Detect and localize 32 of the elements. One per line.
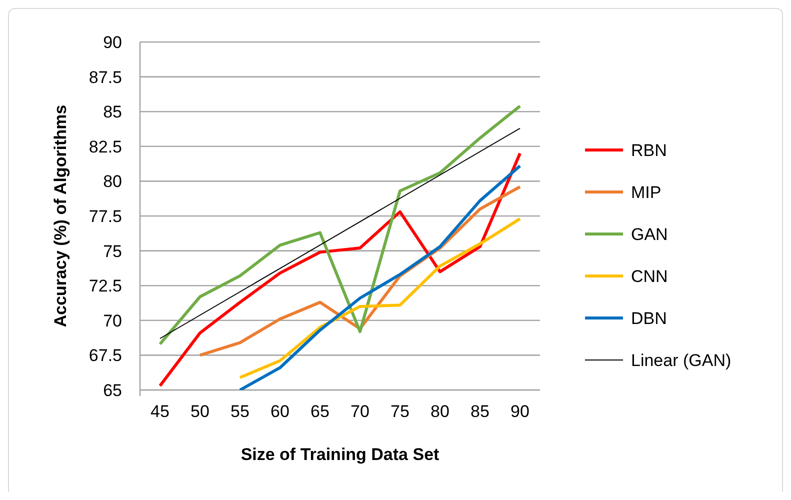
x-tick-label: 80 <box>430 402 450 421</box>
y-tick-label: 65 <box>103 380 122 400</box>
y-tick-label: 67.5 <box>88 346 122 366</box>
line-series <box>238 164 522 390</box>
x-tick-label: 85 <box>470 402 490 421</box>
legend-label: Linear (GAN) <box>631 350 732 370</box>
legend-label: CNN <box>631 266 668 286</box>
y-tick-label: 75 <box>103 242 122 261</box>
legend-label: GAN <box>631 224 668 244</box>
x-tick-label: 70 <box>350 402 370 421</box>
x-tick-label: 75 <box>390 402 410 421</box>
y-tick-label: 87.5 <box>88 68 122 87</box>
y-tick-label: 82.5 <box>88 137 122 156</box>
legend-label: DBN <box>631 308 667 328</box>
line-series <box>238 217 522 379</box>
y-axis-title: Accuracy (%) of Algorithms <box>51 104 70 328</box>
y-tick-label: 70 <box>103 311 122 330</box>
x-tick-label: 45 <box>150 402 170 421</box>
line-series <box>158 152 522 388</box>
x-tick-label: 65 <box>310 402 330 421</box>
y-tick-label: 80 <box>103 172 122 192</box>
legend-label: RBN <box>631 140 667 160</box>
x-tick-label: 50 <box>190 402 210 421</box>
x-tick-label: 55 <box>230 402 250 421</box>
y-tick-label: 90 <box>103 32 122 52</box>
y-tick-label: 77.5 <box>88 206 122 226</box>
y-tick-label: 85 <box>103 102 122 122</box>
x-tick-label: 90 <box>510 402 530 421</box>
x-axis-title: Size of Training Data Set <box>240 445 440 464</box>
y-tick-label: 72.5 <box>88 276 122 296</box>
legend-label: MIP <box>631 182 662 202</box>
x-tick-label: 60 <box>270 402 290 421</box>
